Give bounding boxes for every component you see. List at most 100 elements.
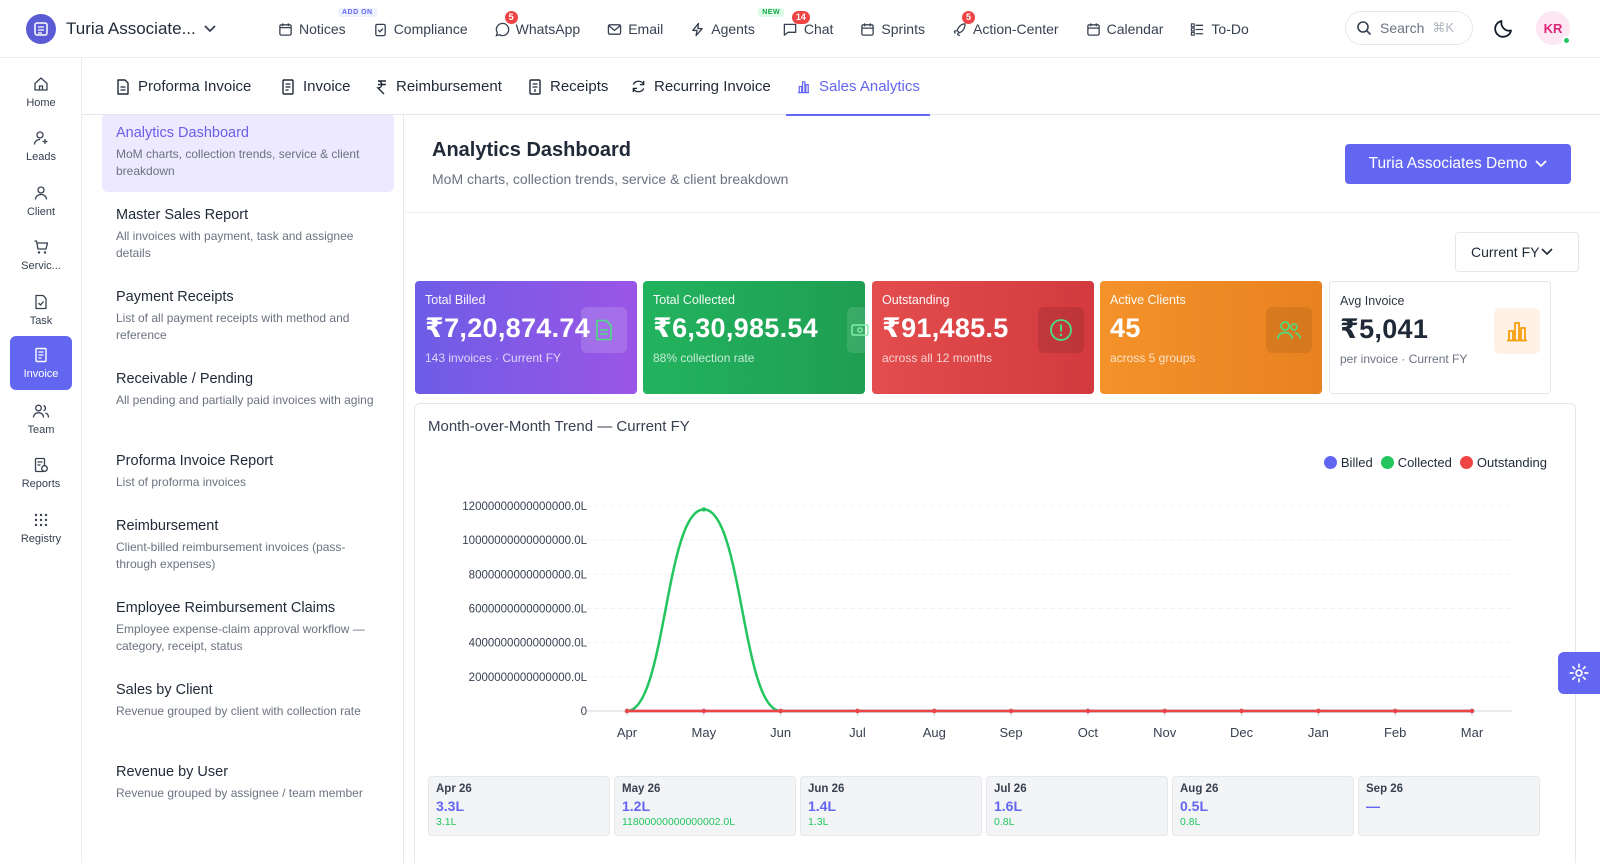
legend-item-outstanding[interactable]: Outstanding [1459, 455, 1547, 470]
report-payment-receipts[interactable]: Payment Receipts List of all payment rec… [102, 277, 394, 356]
tab-reimbursement[interactable]: Reimbursement [376, 58, 502, 115]
rail-item-registry[interactable]: Registry [10, 501, 72, 555]
chart-legend: Billed Collected Outstanding [1316, 455, 1547, 470]
y-tick-label: 0 [581, 706, 587, 718]
x-tick-label: Apr [617, 725, 638, 740]
home-icon [34, 76, 48, 91]
rail-item-client[interactable]: Client [10, 174, 72, 228]
month-card-sub: 0.8L [1180, 816, 1201, 828]
notification-badge: 5 [504, 11, 518, 24]
kpi-avg-invoice: Avg Invoice ₹5,041 per invoice · Current… [1329, 281, 1551, 394]
nav-todo[interactable]: To-Do [1190, 21, 1249, 37]
tab-recurring-invoice[interactable]: Recurring Invoice [631, 58, 771, 115]
org-switcher[interactable]: Turia Associate... [26, 13, 256, 44]
month-cards: Apr 26 3.3L 3.1L May 26 1.2L 11800000000… [428, 776, 1540, 836]
month-card[interactable]: Apr 26 3.3L 3.1L [428, 776, 610, 836]
legend-label: Collected [1397, 455, 1452, 470]
nav-compliance[interactable]: Compliance [373, 21, 468, 37]
dark-mode-toggle[interactable] [1493, 17, 1515, 44]
nav-whatsapp[interactable]: 5 WhatsApp [495, 11, 581, 37]
calendar-icon [1086, 22, 1100, 36]
report-master-sales[interactable]: Master Sales Report All invoices with pa… [102, 195, 394, 274]
report-title: Employee Reimbursement Claims [116, 600, 336, 616]
report-desc: MoM charts, collection trends, service &… [116, 147, 360, 178]
month-card-value: 1.4L [808, 798, 837, 814]
nav-notices[interactable]: ADD ON Notices [278, 8, 377, 37]
report-employee-reimbursement[interactable]: Employee Reimbursement Claims Employee e… [102, 588, 394, 667]
rail-item-task[interactable]: Task [10, 283, 72, 337]
kpi-label: Avg Invoice [1340, 294, 1405, 308]
mom-trend-card: Month-over-Month Trend — Current FY Bill… [414, 403, 1576, 863]
report-desc: Revenue grouped by client with collectio… [116, 704, 361, 718]
nav-action-center[interactable]: 5 Action-Center [952, 11, 1059, 37]
x-tick-label: Mar [1461, 725, 1484, 740]
reports-icon [34, 457, 48, 472]
legend-item-billed[interactable]: Billed [1323, 455, 1373, 470]
nav-calendar[interactable]: Calendar [1086, 21, 1164, 37]
rail-label: Invoice [23, 367, 59, 380]
top-nav: ADD ON Notices Compliance 5 WhatsApp Ema… [278, 0, 1276, 58]
data-point-outstanding [855, 708, 860, 714]
period-select[interactable]: Current FY [1455, 232, 1579, 272]
rail-item-team[interactable]: Team [10, 392, 72, 446]
report-proforma-invoice[interactable]: Proforma Invoice Report List of proforma… [102, 441, 394, 503]
month-card[interactable]: Sep 26 — [1358, 776, 1540, 836]
kpi-value: ₹5,041 [1340, 314, 1429, 344]
kpi-note: across all 12 months [882, 351, 993, 365]
nav-label: WhatsApp [515, 21, 581, 37]
kpi-label: Active Clients [1110, 293, 1186, 307]
nav-chat[interactable]: 14 Chat [782, 11, 833, 37]
report-reimbursement[interactable]: Reimbursement Client-billed reimbursemen… [102, 506, 394, 585]
report-analytics-dashboard[interactable]: Analytics Dashboard MoM charts, collecti… [102, 115, 394, 192]
nav-sprints[interactable]: Sprints [860, 21, 925, 37]
team-icon [32, 404, 50, 418]
org-select-button[interactable]: Turia Associates Demo [1345, 144, 1571, 184]
rail-item-home[interactable]: Home [10, 65, 72, 119]
data-point-outstanding [1162, 708, 1167, 714]
tab-proforma-invoice[interactable]: Proforma Invoice [116, 58, 251, 115]
report-desc: List of proforma invoices [116, 475, 247, 489]
search-shortcut: ⌘K [1432, 20, 1455, 35]
settings-button[interactable] [1558, 652, 1600, 694]
tab-sales-analytics[interactable]: Sales Analytics [786, 58, 930, 116]
nav-label: Notices [299, 21, 346, 37]
month-card-month: Apr 26 [436, 783, 472, 795]
avatar[interactable]: KR [1536, 11, 1571, 45]
legend-item-collected[interactable]: Collected [1380, 455, 1452, 470]
month-card[interactable]: May 26 1.2L 11800000000000002.0L [614, 776, 796, 836]
tab-invoice[interactable]: Invoice [281, 58, 351, 115]
nav-email[interactable]: Email [607, 21, 663, 37]
kpi-value: ₹6,30,985.54 [653, 313, 819, 343]
report-revenue-by-user[interactable]: Revenue by User Revenue grouped by assig… [102, 752, 394, 814]
x-tick-label: Nov [1153, 725, 1177, 740]
receipt-icon [529, 78, 541, 95]
search-input[interactable]: Search ⌘K [1345, 11, 1473, 45]
nav-label: Calendar [1106, 21, 1164, 37]
rail-item-services[interactable]: Servic... [10, 228, 72, 282]
rail-item-leads[interactable]: Leads [10, 119, 72, 173]
month-card[interactable]: Jul 26 1.6L 0.8L [986, 776, 1168, 836]
avatar-initials: KR [1543, 20, 1563, 36]
rail-label: Servic... [21, 259, 61, 272]
notification-badge: 14 [791, 11, 810, 24]
chart-title: Month-over-Month Trend — Current FY [428, 418, 690, 435]
month-card[interactable]: Aug 26 0.5L 0.8L [1172, 776, 1354, 836]
rail-item-reports[interactable]: Reports [10, 446, 72, 500]
x-tick-label: Jul [849, 725, 866, 740]
tab-label: Recurring Invoice [654, 78, 771, 95]
nav-label: Compliance [393, 21, 468, 37]
report-desc: Client-billed reimbursement invoices (pa… [116, 540, 346, 571]
report-sales-by-client[interactable]: Sales by Client Revenue grouped by clien… [102, 670, 394, 732]
rail-item-invoice[interactable]: Invoice [10, 336, 72, 390]
month-card-sub: 3.1L [436, 816, 457, 828]
report-receivable-pending[interactable]: Receivable / Pending All pending and par… [102, 359, 394, 421]
bar-chart-icon [1494, 308, 1540, 354]
month-card[interactable]: Jun 26 1.4L 1.3L [800, 776, 982, 836]
report-title: Reimbursement [116, 518, 219, 534]
page-header: Analytics Dashboard MoM charts, collecti… [405, 115, 1600, 213]
gear-icon [1569, 663, 1589, 683]
nav-agents[interactable]: NEW Agents [690, 8, 785, 37]
tab-receipts[interactable]: Receipts [528, 58, 608, 115]
month-card-month: May 26 [622, 783, 661, 795]
tab-label: Invoice [303, 78, 351, 95]
